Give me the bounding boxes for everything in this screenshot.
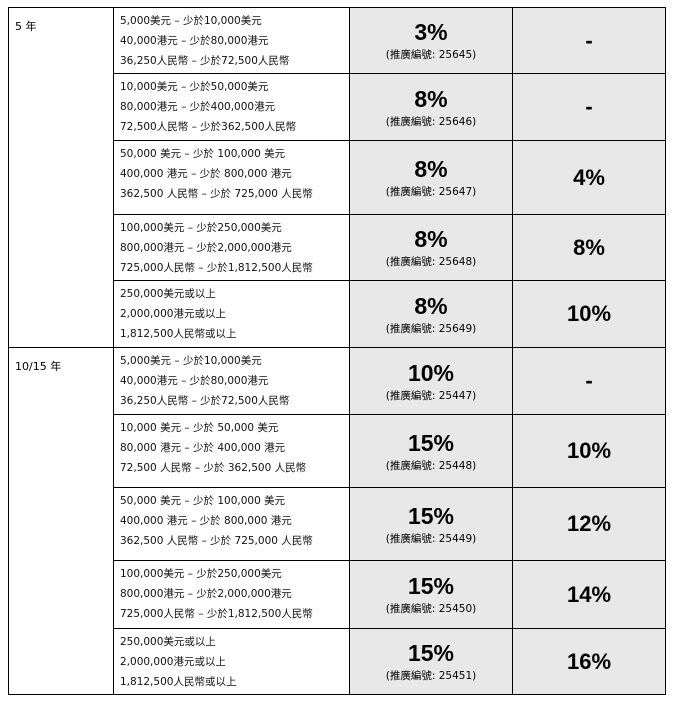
amount-range-cell: 10,000 美元 – 少於 50,000 美元 80,000 港元 – 少於 4… [113, 414, 350, 488]
promo-code: (推廣編號: 25449) [385, 532, 477, 545]
rate-cell: 8% (推廣編號: 25647) [349, 140, 513, 215]
table-row: 250,000美元或以上 2,000,000港元或以上 1,812,500人民幣或以… [9, 628, 666, 695]
amount-line: 40,000港元 – 少於80,000港元 [120, 375, 269, 387]
bonus-cell: 8% [512, 214, 666, 281]
rate-value: 8% [414, 85, 448, 112]
amount-line: 80,000港元 – 少於400,000港元 [120, 101, 276, 113]
rate-cell: 10% (推廣編號: 25447) [349, 347, 513, 415]
promo-code: (推廣編號: 25648) [385, 256, 477, 268]
amount-line: 10,000美元 – 少於50,000美元 [120, 81, 269, 93]
rate-cell: 8% (推廣編號: 25646) [349, 73, 513, 141]
promo-code: (推廣編號: 25447) [385, 389, 477, 402]
rate-cell: 15% (推廣編號: 25450) [349, 560, 513, 629]
table-row: 5 年 5,000美元 – 少於10,000美元 40,000港元 – 少於80,0… [8, 7, 666, 348]
table-row: 50,000 美元 – 少於 100,000 美元 400,000 港元 – 少於… [9, 487, 666, 561]
rate-cell: 8% (推廣編號: 25649) [349, 280, 513, 348]
amount-line: 800,000港元 – 少於2,000,000港元 [120, 242, 292, 254]
amount-line: 400,000 港元 – 少於 800,000 港元 [120, 168, 292, 180]
rate-cell: 15% (推廣編號: 25448) [349, 414, 513, 488]
rate-cell: 3% (推廣編號: 25645) [349, 7, 513, 74]
amount-line: 2,000,000港元或以上 [120, 308, 226, 320]
amount-range-cell: 250,000美元或以上 2,000,000港元或以上 1,812,500人民幣或以… [113, 280, 350, 348]
rate-table: 5 年 5,000美元 – 少於10,000美元 40,000港元 – 少於80,0… [8, 7, 666, 695]
bonus-cell: 14% [512, 560, 666, 629]
amount-line: 72,500 人民幣 – 少於 362,500 人民幣 [120, 462, 307, 474]
table-row: 10,000美元 – 少於50,000美元 80,000港元 – 少於400,00… [9, 73, 666, 141]
amount-range-cell: 10,000美元 – 少於50,000美元 80,000港元 – 少於400,00… [113, 73, 350, 141]
amount-line: 10,000 美元 – 少於 50,000 美元 [120, 422, 279, 434]
amount-line: 50,000 美元 – 少於 100,000 美元 [120, 148, 286, 160]
rate-value: 8% [414, 156, 448, 182]
bonus-cell: - [512, 347, 666, 415]
table-row: 10/15 年 5,000美元 – 少於10,000美元 40,000港元 – 少於… [8, 347, 666, 695]
amount-range-cell: 5,000美元 – 少於10,000美元 40,000港元 – 少於80,000港… [113, 347, 350, 415]
promo-code: (推廣編號: 25451) [385, 670, 477, 682]
rate-value: 15% [407, 502, 455, 529]
rate-value: 8% [414, 226, 448, 252]
amount-line: 725,000人民幣 – 少於1,812,500人民幣 [120, 262, 313, 274]
rate-cell: 8% (推廣編號: 25648) [349, 214, 513, 281]
bonus-cell: 10% [512, 280, 666, 348]
amount-line: 725,000人民幣 – 少於1,812,500人民幣 [120, 608, 313, 620]
bonus-cell: - [512, 73, 666, 141]
amount-line: 100,000美元 – 少於250,000美元 [120, 222, 282, 234]
amount-range-cell: 50,000 美元 – 少於 100,000 美元 400,000 港元 – 少於… [113, 487, 350, 561]
promo-code: (推廣編號: 25448) [385, 459, 477, 472]
amount-line: 1,812,500人民幣或以上 [120, 328, 237, 340]
amount-line: 400,000 港元 – 少於 800,000 港元 [120, 515, 292, 527]
amount-line: 40,000港元 – 少於80,000港元 [120, 35, 269, 47]
amount-line: 50,000 美元 – 少於 100,000 美元 [120, 495, 286, 507]
amount-line: 72,500人民幣 – 少於362,500人民幣 [120, 121, 297, 133]
amount-line: 1,812,500人民幣或以上 [120, 676, 237, 688]
amount-range-cell: 100,000美元 – 少於250,000美元 800,000港元 – 少於2,0… [113, 214, 350, 281]
amount-line: 5,000美元 – 少於10,000美元 [120, 15, 262, 27]
amount-line: 80,000 港元 – 少於 400,000 港元 [120, 442, 286, 454]
amount-range-cell: 50,000 美元 – 少於 100,000 美元 400,000 港元 – 少於… [113, 140, 350, 215]
amount-range-cell: 250,000美元或以上 2,000,000港元或以上 1,812,500人民幣或以… [113, 628, 350, 695]
bonus-cell: 10% [512, 414, 666, 488]
table-row: 10,000 美元 – 少於 50,000 美元 80,000 港元 – 少於 4… [9, 414, 666, 488]
amount-line: 250,000美元或以上 [120, 288, 216, 300]
rate-value: 3% [414, 19, 448, 45]
promo-code: (推廣編號: 25645) [385, 49, 477, 61]
rate-value: 15% [407, 429, 455, 456]
amount-line: 36,250人民幣 – 少於72,500人民幣 [120, 55, 290, 67]
amount-range-cell: 5,000美元 – 少於10,000美元 40,000港元 – 少於80,000港… [113, 7, 350, 74]
table-row: 50,000 美元 – 少於 100,000 美元 400,000 港元 – 少於… [9, 140, 666, 215]
amount-line: 362,500 人民幣 – 少於 725,000 人民幣 [120, 535, 313, 547]
bonus-cell: - [512, 7, 666, 74]
rate-value: 15% [407, 640, 455, 666]
promo-code: (推廣編號: 25646) [385, 115, 477, 128]
amount-line: 36,250人民幣 – 少於72,500人民幣 [120, 395, 290, 407]
amount-line: 5,000美元 – 少於10,000美元 [120, 355, 262, 367]
table-row: 250,000美元或以上 2,000,000港元或以上 1,812,500人民幣或以… [9, 280, 666, 348]
rate-cell: 15% (推廣編號: 25451) [349, 628, 513, 695]
amount-line: 2,000,000港元或以上 [120, 656, 226, 668]
table-row: 100,000美元 – 少於250,000美元 800,000港元 – 少於2,0… [9, 214, 666, 281]
promo-code: (推廣編號: 25647) [385, 186, 477, 198]
promo-code: (推廣編號: 25450) [385, 603, 477, 615]
term-cell: 10/15 年 [8, 347, 114, 695]
amount-line: 362,500 人民幣 – 少於 725,000 人民幣 [120, 188, 313, 200]
rate-cell: 15% (推廣編號: 25449) [349, 487, 513, 561]
rate-value: 10% [407, 359, 455, 386]
amount-line: 800,000港元 – 少於2,000,000港元 [120, 588, 292, 600]
amount-line: 100,000美元 – 少於250,000美元 [120, 568, 282, 580]
promo-code: (推廣編號: 25649) [385, 322, 477, 335]
amount-line: 250,000美元或以上 [120, 636, 216, 648]
rate-value: 15% [407, 573, 455, 599]
term-cell: 5 年 [8, 7, 114, 348]
bonus-cell: 16% [512, 628, 666, 695]
amount-range-cell: 100,000美元 – 少於250,000美元 800,000港元 – 少於2,0… [113, 560, 350, 629]
rate-value: 8% [414, 292, 448, 319]
bonus-cell: 12% [512, 487, 666, 561]
table-row: 100,000美元 – 少於250,000美元 800,000港元 – 少於2,0… [9, 560, 666, 629]
bonus-cell: 4% [512, 140, 666, 215]
